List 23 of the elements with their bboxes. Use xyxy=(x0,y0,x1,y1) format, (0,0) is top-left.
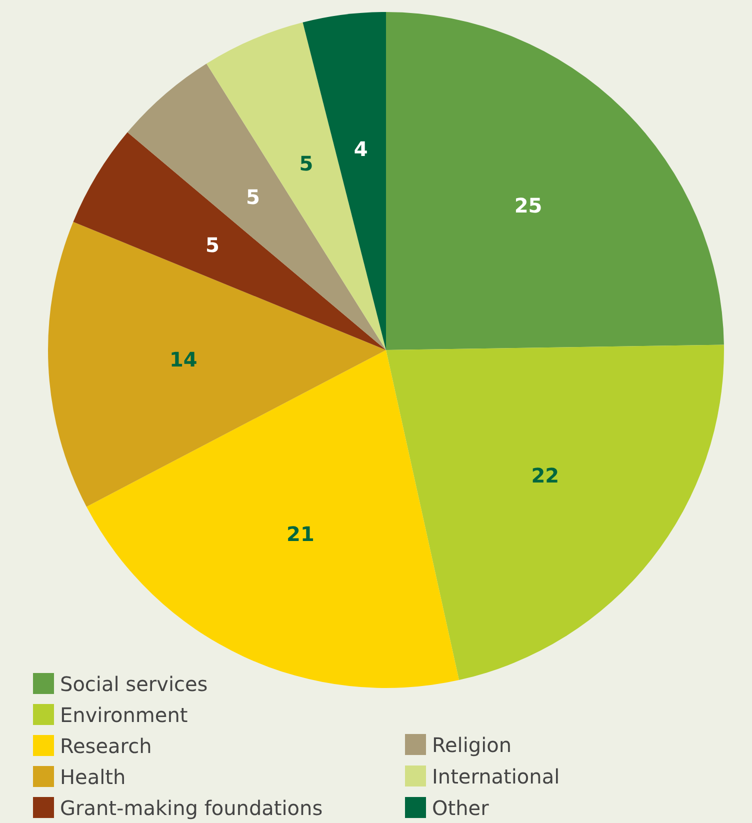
pie-slice xyxy=(386,12,724,350)
data-label: 25 xyxy=(514,193,542,218)
legend-label: Other xyxy=(432,796,490,820)
pie-slice xyxy=(302,12,386,350)
data-label: 5 xyxy=(206,232,220,257)
pie-slice xyxy=(386,344,724,680)
legend-label: International xyxy=(432,764,560,788)
pie-slice xyxy=(127,64,386,350)
data-label: 4 xyxy=(354,136,368,161)
pie-slice xyxy=(73,132,386,350)
legend-label: Religion xyxy=(432,733,512,757)
pie-slice xyxy=(48,222,386,507)
legend-label: Social services xyxy=(60,672,208,696)
legend-label: Health xyxy=(60,765,126,789)
data-label: 5 xyxy=(246,184,260,209)
data-label: 5 xyxy=(299,152,314,176)
data-label: 21 xyxy=(286,522,314,546)
legend-label: Research xyxy=(60,734,152,758)
data-label: 22 xyxy=(531,464,560,488)
data-label: 14 xyxy=(170,347,198,372)
legend-label: Grant-making foundations xyxy=(60,796,323,820)
legend-label: Environment xyxy=(60,703,188,727)
pie-slice xyxy=(206,22,386,350)
